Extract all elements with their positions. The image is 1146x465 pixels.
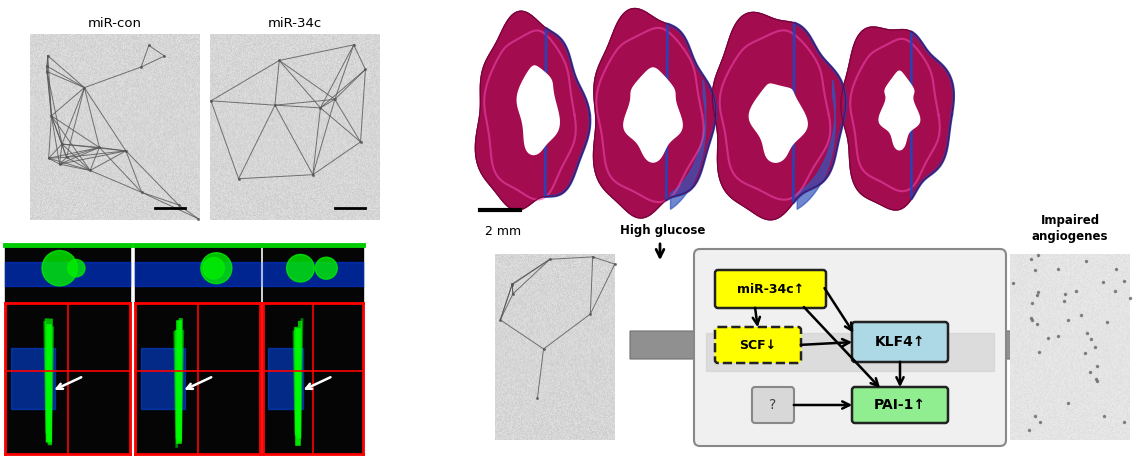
Polygon shape: [749, 84, 807, 162]
FancyBboxPatch shape: [715, 270, 826, 308]
Polygon shape: [713, 13, 846, 220]
Bar: [5, 245, 129, 303]
Polygon shape: [594, 8, 716, 218]
Polygon shape: [630, 317, 1094, 373]
Text: miR-con: miR-con: [88, 17, 142, 30]
Circle shape: [42, 251, 77, 286]
FancyBboxPatch shape: [851, 322, 948, 362]
Polygon shape: [713, 13, 846, 220]
Bar: [262, 303, 363, 454]
Polygon shape: [841, 27, 953, 210]
Text: miR-34c: miR-34c: [268, 17, 322, 30]
FancyBboxPatch shape: [694, 249, 1006, 446]
Text: Impaired
angiogenes: Impaired angiogenes: [1031, 214, 1108, 243]
Polygon shape: [476, 11, 590, 210]
Circle shape: [203, 258, 225, 279]
Circle shape: [286, 254, 314, 282]
Bar: [135, 303, 260, 454]
Text: miR-34c↑: miR-34c↑: [737, 283, 804, 295]
Polygon shape: [623, 68, 682, 162]
Bar: [5, 303, 129, 454]
Bar: [262, 245, 363, 303]
Text: PAI-1↑: PAI-1↑: [874, 398, 926, 412]
Text: 2 mm: 2 mm: [485, 225, 521, 238]
FancyBboxPatch shape: [715, 327, 801, 363]
Polygon shape: [594, 8, 716, 218]
FancyBboxPatch shape: [851, 387, 948, 423]
Text: High glucose: High glucose: [620, 224, 706, 237]
Circle shape: [201, 252, 231, 284]
Bar: [135, 245, 260, 303]
Text: SCF↓: SCF↓: [739, 339, 777, 352]
Polygon shape: [841, 27, 953, 210]
Polygon shape: [879, 71, 920, 150]
Polygon shape: [476, 11, 590, 210]
Polygon shape: [517, 66, 559, 154]
Circle shape: [315, 257, 337, 279]
Text: KLF4↑: KLF4↑: [874, 335, 925, 349]
FancyBboxPatch shape: [752, 387, 794, 423]
Circle shape: [68, 259, 85, 277]
Text: ?: ?: [769, 398, 777, 412]
